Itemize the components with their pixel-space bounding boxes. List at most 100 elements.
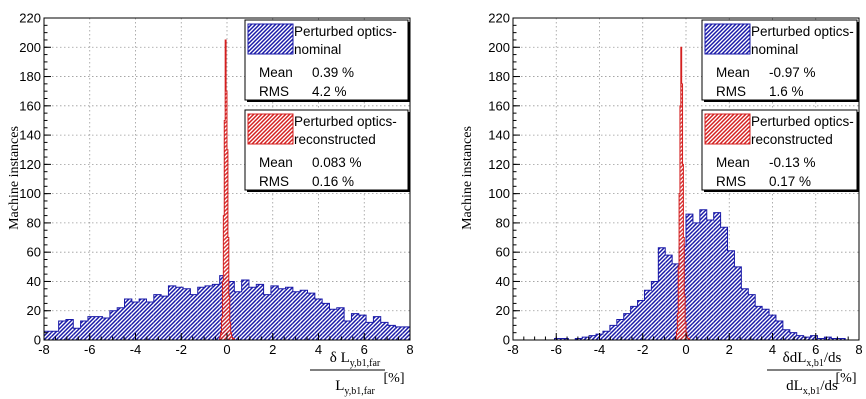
left-x-axis-label: δ Ly,b1,far Ly,b1,far [%] (310, 350, 405, 397)
x-tick-label: 4 (315, 342, 322, 357)
histogram-bar-nominal (713, 212, 721, 340)
histogram-bar-nominal (168, 285, 176, 340)
histogram-bar-nominal (58, 320, 66, 340)
stat-value-rms: 1.6 % (769, 84, 804, 99)
y-tick-label: 60 (496, 245, 510, 260)
stat-label-rms: RMS (259, 174, 289, 189)
histogram-bar-nominal (637, 300, 645, 340)
legend-label: Perturbed optics- (294, 24, 397, 39)
histogram-bar-nominal (706, 219, 714, 340)
histogram-bar-nominal (658, 247, 666, 340)
histogram-bar-nominal (314, 299, 323, 340)
series-nominal (513, 209, 859, 341)
legend-label: Perturbed optics- (751, 24, 854, 39)
histogram-bar-nominal (741, 288, 749, 340)
histogram-bar-nominal (623, 313, 631, 340)
x-tick-label: -4 (594, 342, 606, 357)
stat-label-rms: RMS (716, 84, 746, 99)
x-axis-fraction-part: δdLx,b1/ds (783, 350, 842, 369)
stat-value-rms: 4.2 % (312, 84, 347, 99)
stat-label-mean: Mean (716, 65, 750, 80)
histogram-bar-nominal (782, 329, 790, 340)
y-tick-label: 40 (496, 274, 510, 289)
stat-label-rms: RMS (259, 84, 289, 99)
histogram-bar-nominal (402, 326, 410, 340)
histogram-bar-nominal (212, 284, 220, 340)
histogram-outline-reconstructed (219, 39, 235, 340)
histogram-bar-nominal (95, 316, 103, 340)
x-tick-label: -8 (38, 342, 50, 357)
histogram-bar-nominal (554, 338, 562, 340)
histogram-bar-nominal (720, 227, 728, 340)
legend-label: reconstructed (294, 132, 376, 147)
y-tick-label: 0 (34, 333, 41, 348)
x-axis-unit: [%] (836, 371, 857, 386)
stat-value-mean: 0.083 % (312, 155, 362, 170)
y-tick-label: 180 (488, 69, 510, 84)
y-tick-label: 100 (488, 186, 510, 201)
histogram-bar-nominal (727, 250, 735, 340)
histogram-bar-nominal (329, 309, 337, 340)
histogram-bar-nominal (270, 285, 279, 340)
legend-label: nominal (294, 42, 341, 57)
stat-value-mean: 0.39 % (312, 65, 354, 80)
x-tick-label: 8 (855, 342, 862, 357)
histogram-bar-nominal (630, 306, 638, 340)
y-tick-label: 60 (27, 245, 41, 260)
legend-swatch-reconstructed (247, 113, 294, 145)
y-tick-label: 0 (503, 333, 510, 348)
histogram-bar-nominal (285, 287, 293, 340)
histogram-bar-nominal (248, 287, 257, 340)
right-histogram-panel: Machine instances -8 -6 -4 -2 0 2 4 6 8020406080… (460, 11, 863, 398)
histogram-bar-nominal (117, 307, 125, 340)
histogram-bar-nominal (146, 301, 154, 340)
stat-value-mean: -0.97 % (769, 65, 816, 80)
stat-label-rms: RMS (716, 174, 746, 189)
histogram-bar-nominal (775, 320, 783, 340)
y-tick-label: 80 (27, 215, 41, 230)
histogram-bar-reconstructed (227, 149, 228, 340)
y-tick-label: 20 (496, 303, 510, 318)
y-tick-label: 120 (488, 157, 510, 172)
histogram-bar-nominal (336, 307, 345, 340)
series-nominal (43, 275, 411, 340)
x-axis-unit: [%] (384, 371, 405, 386)
x-axis-fraction-part: dLx,b1/ds (786, 378, 838, 397)
x-axis-fraction-part: δ Ly,b1,far (330, 350, 381, 369)
stat-value-rms: 0.17 % (769, 174, 811, 189)
y-tick-label: 220 (488, 11, 510, 26)
histogram-bar-nominal (748, 294, 756, 340)
histogram-bar-nominal (686, 214, 693, 340)
legend-swatch-nominal (704, 23, 751, 55)
x-tick-label: 0 (682, 342, 689, 357)
histogram-bar-nominal (796, 335, 804, 340)
histogram-bar-nominal (699, 209, 707, 340)
histogram-bar-nominal (734, 266, 742, 340)
legend-swatch-nominal (247, 23, 294, 55)
histogram-bar-nominal (838, 338, 846, 340)
y-tick-label: 100 (19, 186, 41, 201)
stat-label-mean: Mean (716, 155, 750, 170)
right-x-axis-label: δdLx,b1/ds dLx,b1/ds[%] (767, 350, 857, 397)
y-tick-label: 160 (488, 98, 510, 113)
histogram-bar-nominal (300, 290, 308, 340)
y-tick-label: 200 (19, 40, 41, 55)
stat-label-mean: Mean (259, 65, 293, 80)
histogram-bar-nominal (380, 322, 389, 340)
y-tick-label: 20 (27, 303, 41, 318)
histogram-bar-nominal (789, 332, 797, 340)
x-tick-label: -4 (130, 342, 142, 357)
x-tick-label: -6 (84, 342, 96, 357)
series-reconstructed (219, 39, 235, 341)
stat-label-mean: Mean (259, 155, 293, 170)
x-tick-label: -8 (507, 342, 519, 357)
histogram-bar-reconstructed (680, 47, 682, 340)
x-tick-label: -2 (175, 342, 187, 357)
histogram-bar-reconstructed (224, 120, 226, 340)
histogram-bar-nominal (388, 325, 396, 340)
histogram-bar-nominal (234, 291, 242, 340)
histogram-bar-nominal (139, 299, 147, 340)
y-tick-label: 140 (19, 128, 41, 143)
